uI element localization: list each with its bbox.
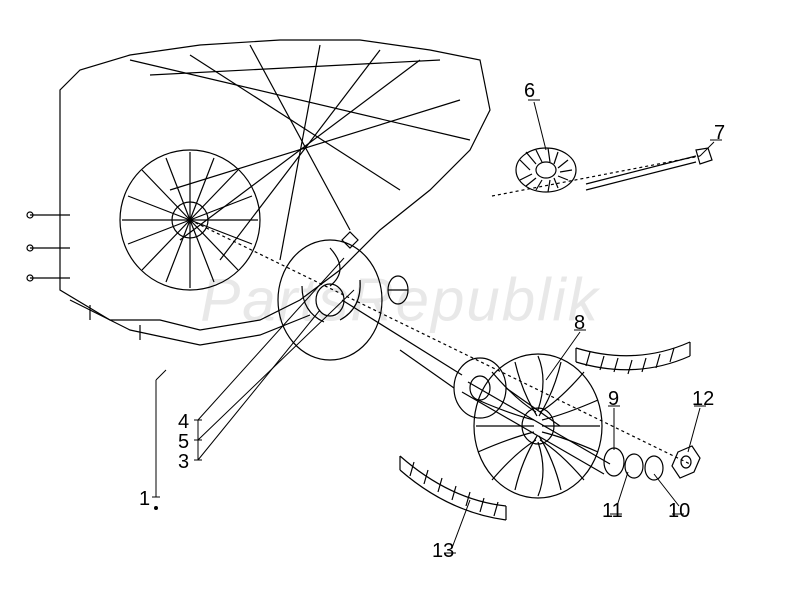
callout-9: 9 [608, 388, 619, 411]
callout-6: 6 [524, 80, 535, 103]
diagram-container: PartsRepublik [0, 0, 800, 600]
callout-5: 5 [178, 431, 189, 454]
callout-7: 7 [714, 122, 725, 145]
callout-12: 12 [692, 388, 714, 411]
callout-3: 3 [178, 451, 189, 474]
callout-1: 1 [139, 488, 150, 511]
callout-13: 13 [432, 540, 454, 563]
callout-11: 11 [602, 500, 623, 523]
callout-8: 8 [574, 312, 585, 335]
callout-10: 10 [668, 500, 690, 523]
